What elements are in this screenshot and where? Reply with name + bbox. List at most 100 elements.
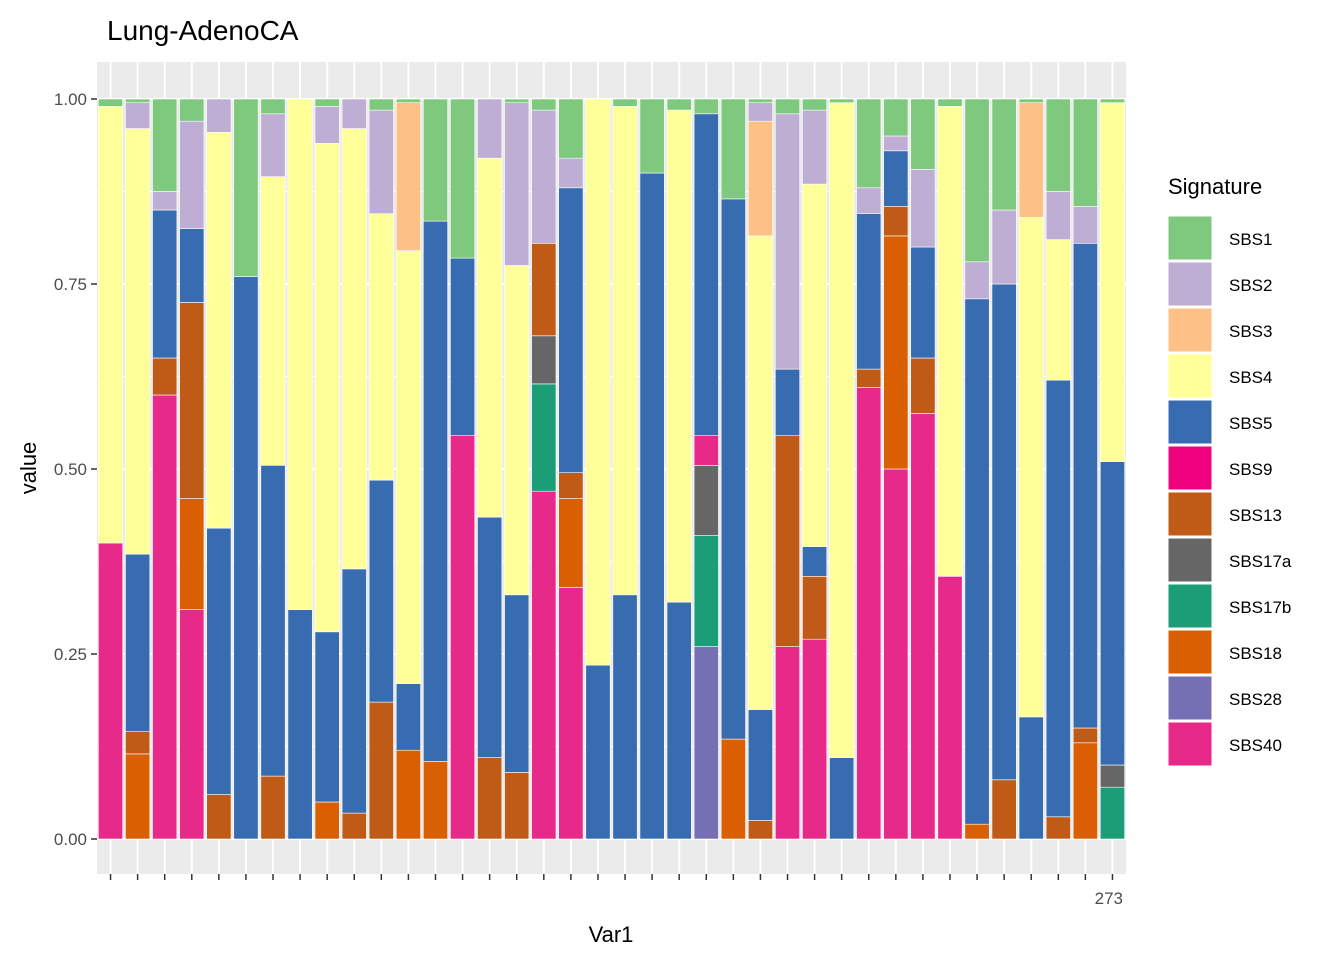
bar-segment-sbs5 bbox=[612, 594, 638, 840]
bar-segment-sbs5 bbox=[504, 594, 530, 773]
bar-segment-sbs2 bbox=[802, 109, 828, 185]
bar-segment-sbs1 bbox=[937, 98, 963, 107]
bar-segment-sbs4 bbox=[504, 265, 530, 596]
bar-segment-sbs2 bbox=[991, 209, 1017, 285]
bar-segment-sbs40 bbox=[98, 542, 124, 840]
legend-key-sbs4 bbox=[1167, 353, 1213, 399]
bar-segment-sbs4 bbox=[585, 98, 611, 666]
bar-segment-sbs1 bbox=[450, 98, 476, 259]
bar-segment-sbs1 bbox=[747, 98, 773, 104]
bar-segment-sbs5 bbox=[423, 220, 448, 762]
bar-segment-sbs18 bbox=[179, 498, 205, 610]
legend: Signature SBS1 SBS2 SBS3 SBS4 SBS5 SBS9 SBS13 S… bbox=[1167, 174, 1292, 767]
legend-key-sbs40 bbox=[1167, 721, 1213, 767]
bar-segment-sbs13 bbox=[125, 731, 151, 755]
bar-segment-sbs2 bbox=[504, 102, 530, 266]
bar-segment-sbs5 bbox=[693, 113, 719, 436]
bar-segment-sbs4 bbox=[206, 132, 232, 529]
bar-segment-sbs5 bbox=[666, 601, 692, 840]
bar-segment-sbs5 bbox=[856, 213, 882, 370]
bar-segment-sbs4 bbox=[1099, 102, 1125, 462]
bar-segment-sbs1 bbox=[125, 98, 151, 104]
bar-segment-sbs4 bbox=[341, 128, 367, 570]
legend-key-sbs3 bbox=[1167, 307, 1213, 353]
bar-segment-sbs13 bbox=[558, 472, 584, 499]
bar-segment-sbs2 bbox=[125, 102, 151, 129]
bar-segment-sbs40 bbox=[558, 587, 584, 840]
bar-segment-sbs5 bbox=[341, 568, 367, 814]
bar-segment-sbs5 bbox=[1072, 243, 1098, 729]
bars-group bbox=[98, 98, 1125, 840]
y-tick-label: 0.50 bbox=[54, 460, 87, 479]
bar-segment-sbs2 bbox=[477, 98, 503, 159]
bar-segment-sbs18 bbox=[1072, 742, 1098, 840]
bar-segment-sbs5 bbox=[152, 209, 178, 359]
legend-label-sbs9: SBS9 bbox=[1229, 460, 1272, 479]
bar-segment-sbs1 bbox=[720, 98, 746, 200]
bar-segment-sbs1 bbox=[423, 98, 448, 222]
legend-label-sbs18: SBS18 bbox=[1229, 644, 1282, 663]
bar-segment-sbs3 bbox=[747, 120, 773, 237]
bar-segment-sbs5 bbox=[287, 609, 313, 840]
bar-segment-sbs2 bbox=[856, 187, 882, 215]
bar-segment-sbs1 bbox=[558, 98, 584, 159]
legend-key-sbs9 bbox=[1167, 445, 1213, 491]
bar-segment-sbs17a bbox=[1099, 764, 1125, 788]
legend-label-sbs17b: SBS17b bbox=[1229, 598, 1291, 617]
bar-segment-sbs2 bbox=[531, 109, 557, 244]
bar-segment-sbs1 bbox=[693, 98, 719, 115]
bar-segment-sbs2 bbox=[883, 135, 909, 152]
bar-segment-sbs5 bbox=[585, 664, 611, 840]
bar-segment-sbs5 bbox=[747, 709, 773, 821]
bar-segment-sbs1 bbox=[964, 98, 990, 263]
y-axis: 0.00 0.25 0.50 0.75 1.00 bbox=[54, 90, 97, 849]
bar-segment-sbs13 bbox=[991, 779, 1017, 840]
legend-label-sbs28: SBS28 bbox=[1229, 690, 1282, 709]
bar-segment-sbs5 bbox=[1099, 461, 1125, 766]
legend-label-sbs17a: SBS17a bbox=[1229, 552, 1292, 571]
bar-segment-sbs13 bbox=[883, 206, 909, 237]
x-axis: 273 bbox=[109, 874, 1123, 908]
bar-segment-sbs5 bbox=[179, 228, 205, 303]
bar-segment-sbs1 bbox=[152, 98, 178, 192]
bar-segment-sbs17b bbox=[1099, 786, 1125, 840]
bar-segment-sbs4 bbox=[287, 98, 313, 610]
bar-segment-sbs1 bbox=[666, 98, 692, 111]
bar-segment-sbs4 bbox=[747, 235, 773, 710]
bar-segment-sbs4 bbox=[937, 106, 963, 577]
bar-segment-sbs1 bbox=[179, 98, 205, 122]
bar-segment-sbs13 bbox=[802, 575, 828, 640]
legend-label-sbs3: SBS3 bbox=[1229, 322, 1272, 341]
bar-segment-sbs1 bbox=[314, 98, 340, 107]
bar-segment-sbs5 bbox=[450, 257, 476, 437]
bar-segment-sbs1 bbox=[802, 98, 828, 111]
bar-segment-sbs5 bbox=[233, 276, 259, 840]
bar-segment-sbs4 bbox=[829, 102, 855, 758]
bar-segment-sbs18 bbox=[883, 235, 909, 470]
bar-segment-sbs1 bbox=[829, 98, 855, 104]
bar-segment-sbs5 bbox=[883, 150, 909, 207]
bar-segment-sbs1 bbox=[910, 98, 936, 170]
legend-label-sbs13: SBS13 bbox=[1229, 506, 1282, 525]
bar-segment-sbs40 bbox=[856, 387, 882, 840]
bar-segment-sbs40 bbox=[531, 490, 557, 840]
x-axis-title: Var1 bbox=[589, 922, 634, 947]
y-tick-label: 0.00 bbox=[54, 830, 87, 849]
bar-segment-sbs2 bbox=[260, 113, 286, 178]
bar-segment-sbs1 bbox=[883, 98, 909, 137]
legend-label-sbs2: SBS2 bbox=[1229, 276, 1272, 295]
legend-label-sbs4: SBS4 bbox=[1229, 368, 1272, 387]
legend-key-sbs2 bbox=[1167, 261, 1213, 307]
bar-segment-sbs17a bbox=[531, 335, 557, 385]
bar-segment-sbs4 bbox=[802, 183, 828, 548]
y-axis-title: value bbox=[16, 442, 41, 495]
bar-segment-sbs2 bbox=[910, 169, 936, 248]
bar-segment-sbs1 bbox=[991, 98, 1017, 211]
bar-segment-sbs1 bbox=[1018, 98, 1044, 103]
bar-segment-sbs4 bbox=[125, 128, 151, 555]
bar-segment-sbs4 bbox=[368, 213, 394, 481]
bar-segment-sbs5 bbox=[829, 757, 855, 840]
bar-segment-sbs5 bbox=[125, 553, 151, 732]
bar-segment-sbs5 bbox=[395, 683, 421, 751]
bar-segment-sbs13 bbox=[775, 435, 800, 647]
